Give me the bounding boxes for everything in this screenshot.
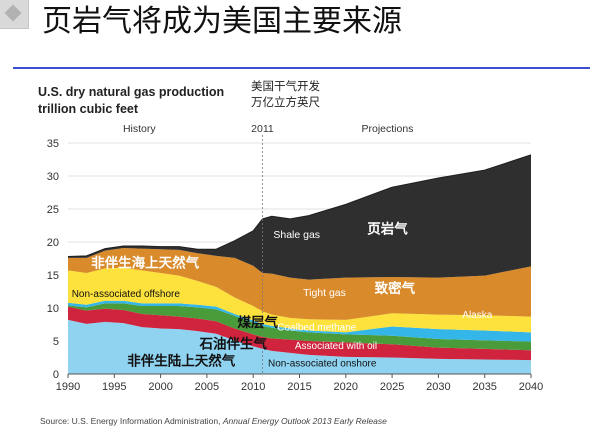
chart-title-cn-block: 美国干气开发 万亿立方英尺 (251, 78, 320, 110)
annotation-9: Associated with oil (295, 341, 377, 352)
title-divider (13, 67, 590, 69)
annotation-8: 煤层气 (237, 314, 278, 331)
annotation-4: 致密气 (375, 280, 416, 297)
projections-label: Projections (361, 123, 413, 135)
y-tick-label-35: 35 (47, 138, 59, 150)
annotation-5: Non-associated offshore (72, 289, 181, 300)
area-series (67, 154, 532, 374)
x-tick-label-1995: 1995 (102, 381, 126, 393)
area-coalbed-methane (68, 303, 531, 351)
x-tick-label-2040: 2040 (519, 381, 543, 393)
chart-subtitle-cn: 万亿立方英尺 (251, 95, 320, 109)
area-alaska (68, 300, 531, 342)
annotation-12: 非伴生陆上天然气 (127, 352, 235, 369)
area-tight-gas (68, 247, 531, 320)
area-non-associated-onshore (68, 319, 531, 374)
y-tick-label-15: 15 (47, 270, 59, 282)
chart-title-block: U.S. dry natural gas production trillion… (38, 84, 224, 118)
total-outline (67, 154, 532, 258)
source-suffix: e (382, 416, 387, 426)
x-tick-label-2015: 2015 (287, 381, 311, 393)
annotation-6: Alaska (462, 310, 492, 321)
slide-title: 页岩气将成为美国主要来源 (42, 4, 402, 39)
source-agency: U.S. Energy Information Administration, (71, 416, 221, 426)
x-tick-label-2000: 2000 (148, 381, 172, 393)
annotation-10: 石油伴生气 (198, 335, 267, 352)
area-non-associated-offshore (68, 267, 531, 333)
source-note: Source: U.S. Energy Information Administ… (40, 416, 580, 426)
x-tick-label-1990: 1990 (56, 381, 80, 393)
annotation-7: Coalbed methane (277, 322, 356, 333)
y-tick-label-30: 30 (47, 171, 59, 183)
source-prefix: Source: (40, 416, 70, 426)
annotations: 非伴生海上天然气 Shale gas 页岩气 Tight gas 致密气 Non-asso… (72, 220, 493, 369)
annotation-1: Shale gas (273, 229, 320, 241)
x-tick-label-2005: 2005 (195, 381, 219, 393)
x-tick-label-2010: 2010 (241, 381, 265, 393)
annotation-3: Tight gas (303, 287, 346, 299)
x-tick-label-2030: 2030 (426, 381, 450, 393)
annotation-0: 非伴生海上天然气 (91, 255, 199, 272)
y-tick-label-25: 25 (47, 204, 59, 216)
annotation-11: Non-associated onshore (268, 359, 377, 370)
corner-logo (0, 0, 29, 29)
y-tick-label-10: 10 (47, 303, 59, 315)
y-tick-label-5: 5 (53, 336, 59, 348)
area-associated-with-oil (68, 306, 531, 361)
annotation-2: 页岩气 (367, 220, 408, 237)
divider-year-label: 2011 (251, 123, 274, 135)
y-tick-label-0: 0 (53, 369, 59, 381)
history-label: History (123, 123, 156, 135)
chart-subtitle: trillion cubic feet (38, 102, 139, 116)
chart-title: U.S. dry natural gas production (38, 85, 225, 99)
x-tick-label-2035: 2035 (472, 381, 496, 393)
x-tick-label-2025: 2025 (380, 381, 404, 393)
x-tick-label-2020: 2020 (334, 381, 358, 393)
y-tick-label-20: 20 (47, 237, 59, 249)
chart-title-cn: 美国干气开发 (251, 79, 320, 93)
source-report: Annual Energy Outlook 2013 Early Releas (222, 416, 383, 426)
